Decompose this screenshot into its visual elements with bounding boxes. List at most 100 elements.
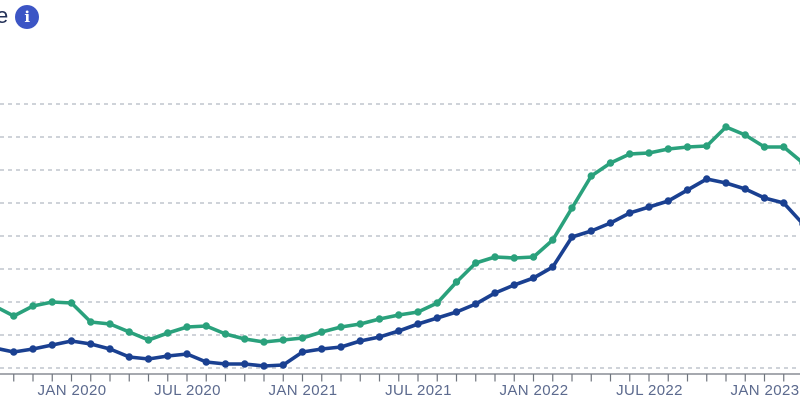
green-series-point[interactable] (760, 143, 769, 151)
navy-series-point[interactable] (645, 203, 653, 211)
navy-series-point[interactable] (356, 337, 364, 345)
navy-series-point[interactable] (760, 194, 769, 202)
navy-series-point[interactable] (722, 179, 730, 187)
green-series-point[interactable] (780, 143, 788, 151)
x-axis-label: JAN 2020 (37, 382, 106, 399)
green-series-point[interactable] (202, 322, 210, 330)
navy-series-point[interactable] (491, 289, 499, 297)
x-axis-label: JUL 2020 (154, 382, 221, 399)
green-series-point[interactable] (144, 336, 153, 344)
navy-series-point[interactable] (549, 263, 557, 271)
x-axis-ticks (13, 374, 785, 382)
navy-series-point[interactable] (221, 360, 230, 368)
green-series-point[interactable] (414, 308, 422, 316)
navy-series-point[interactable] (279, 361, 287, 369)
navy-series-point[interactable] (606, 219, 615, 227)
green-series-point[interactable] (645, 149, 653, 157)
green-series-point[interactable] (67, 299, 76, 307)
green-series-point[interactable] (183, 323, 191, 331)
x-axis-label: JAN 2021 (268, 382, 337, 399)
green-series-point[interactable] (318, 328, 326, 336)
green-series-point[interactable] (29, 302, 37, 310)
green-series-point[interactable] (10, 312, 18, 320)
chart-title-fragment: e (0, 3, 9, 28)
green-series-point[interactable] (452, 278, 461, 286)
navy-series-point[interactable] (433, 314, 441, 322)
navy-series-point[interactable] (664, 197, 672, 205)
navy-series-point[interactable] (202, 358, 210, 366)
navy-series-point[interactable] (626, 209, 634, 217)
green-series-point[interactable] (87, 318, 95, 326)
navy-series-point[interactable] (144, 355, 153, 363)
navy-series-point[interactable] (48, 341, 56, 349)
navy-series-point[interactable] (741, 185, 749, 193)
navy-series-point[interactable] (67, 337, 76, 345)
navy-series-point[interactable] (414, 320, 422, 328)
navy-series-point[interactable] (337, 343, 345, 351)
navy-series-point[interactable] (683, 186, 692, 194)
x-axis-labels: JAN 2020 JUL 2020 JAN 2021 JUL 2021 JAN 2022… (37, 382, 799, 399)
navy-series-point[interactable] (106, 345, 114, 353)
green-series-point[interactable] (375, 315, 384, 323)
navy-series-point[interactable] (452, 308, 461, 316)
green-series-point[interactable] (356, 320, 364, 328)
green-series-point[interactable] (106, 320, 114, 328)
green-series-point[interactable] (703, 142, 711, 150)
green-series-point[interactable] (491, 253, 499, 261)
green-series-point[interactable] (48, 298, 56, 306)
green-series-point[interactable] (587, 172, 595, 180)
green-series-point[interactable] (741, 131, 749, 139)
green-series-point[interactable] (164, 329, 172, 337)
green-series-point[interactable] (683, 143, 692, 151)
navy-series-point[interactable] (510, 281, 518, 289)
green-series-point[interactable] (221, 330, 230, 338)
navy-series-point[interactable] (298, 348, 307, 356)
green-series-point[interactable] (298, 334, 307, 342)
green-series-point[interactable] (664, 145, 672, 153)
green-series-point[interactable] (529, 253, 538, 261)
green-series-point[interactable] (626, 150, 634, 158)
navy-series-point[interactable] (241, 360, 249, 368)
x-axis-label: JAN 2023 (730, 382, 799, 399)
navy-series-point[interactable] (375, 333, 384, 341)
navy-series-point[interactable] (587, 227, 595, 235)
green-series-point[interactable] (260, 338, 268, 346)
navy-series-point[interactable] (87, 340, 95, 348)
chart-header: e i (0, 0, 40, 32)
green-series-point[interactable] (510, 254, 518, 262)
navy-series-point[interactable] (780, 199, 788, 207)
x-axis-label: JUL 2022 (616, 382, 683, 399)
green-series-point[interactable] (472, 259, 480, 267)
navy-series-point[interactable] (10, 348, 18, 356)
navy-series-point[interactable] (318, 345, 326, 353)
navy-series-point[interactable] (395, 327, 403, 335)
navy-series-point[interactable] (472, 300, 480, 308)
green-series-point[interactable] (722, 123, 730, 131)
green-series-point[interactable] (241, 335, 249, 343)
green-series-point[interactable] (549, 236, 557, 244)
green-series-point[interactable] (125, 328, 133, 336)
navy-series-point[interactable] (183, 350, 191, 358)
green-series-point[interactable] (395, 311, 403, 319)
navy-series-point[interactable] (29, 345, 37, 353)
info-icon[interactable]: i (15, 5, 40, 29)
green-series-point[interactable] (337, 323, 345, 331)
x-axis-label: JUL 2021 (385, 382, 452, 399)
green-series-point[interactable] (606, 159, 615, 167)
navy-series-point[interactable] (125, 353, 133, 361)
green-series (0, 123, 800, 346)
navy-series-point[interactable] (164, 352, 172, 360)
green-series-point[interactable] (568, 204, 576, 212)
navy-series-point[interactable] (703, 175, 711, 183)
navy-series-point[interactable] (568, 233, 576, 241)
green-series-point[interactable] (279, 336, 287, 344)
navy-series-point[interactable] (529, 274, 538, 282)
green-series-point[interactable] (433, 299, 441, 307)
green-series-line[interactable] (0, 125, 800, 344)
navy-series-point[interactable] (260, 362, 268, 370)
navy-series (0, 175, 800, 370)
navy-series-line[interactable] (0, 177, 800, 368)
x-axis-label: JAN 2022 (499, 382, 568, 399)
